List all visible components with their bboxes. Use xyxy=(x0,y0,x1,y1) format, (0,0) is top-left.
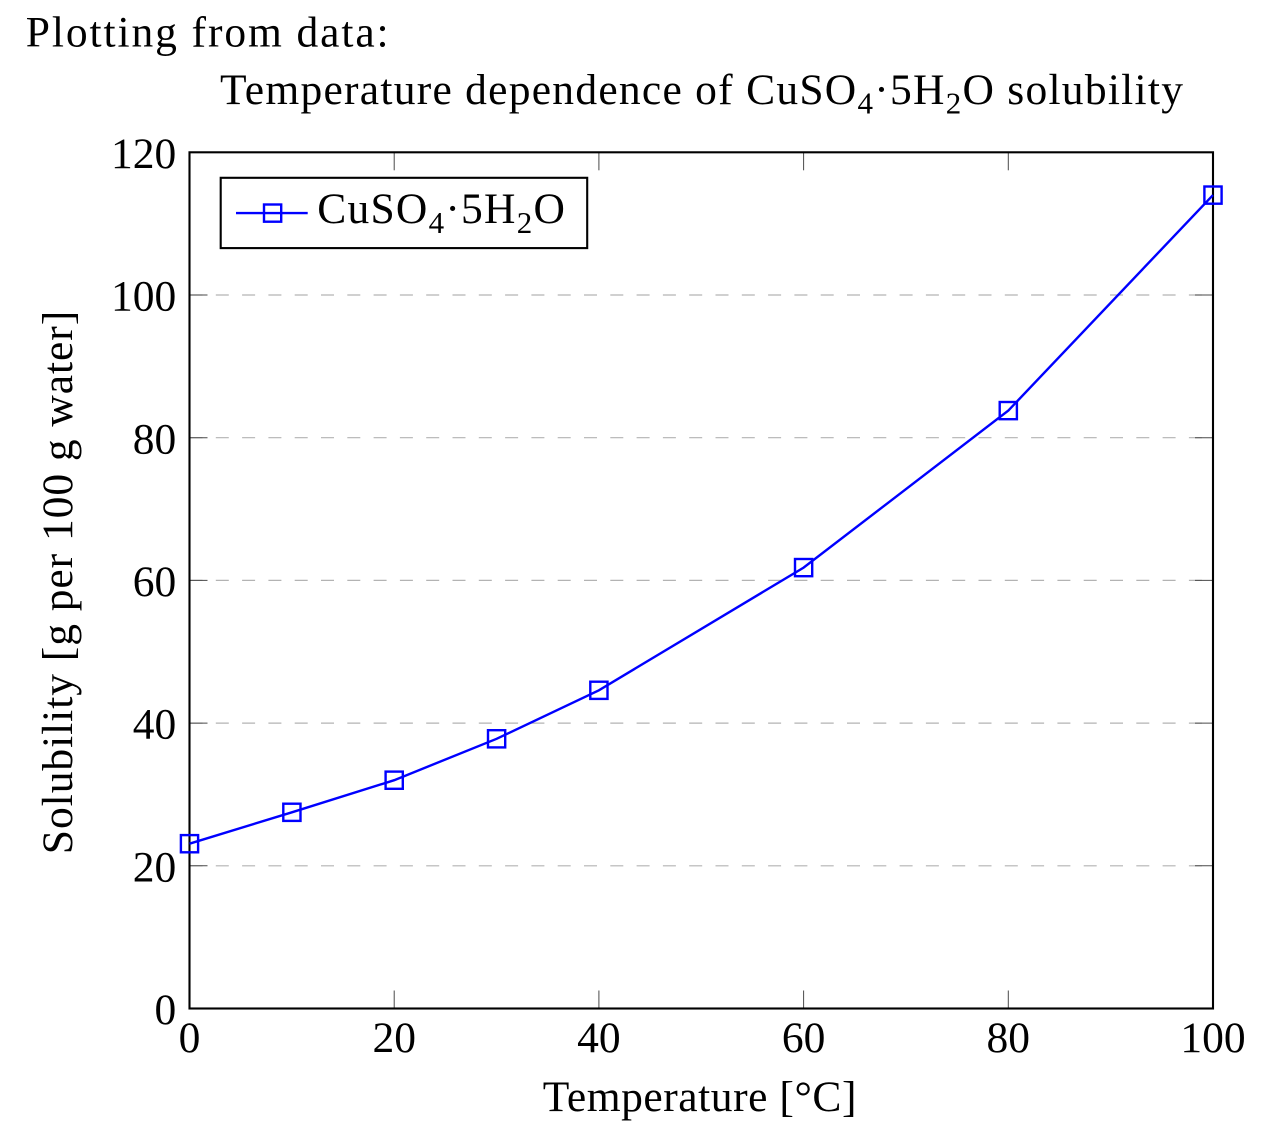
svg-text:100: 100 xyxy=(111,273,176,321)
svg-text:80: 80 xyxy=(987,1014,1031,1062)
svg-text:60: 60 xyxy=(782,1014,826,1062)
svg-text:40: 40 xyxy=(133,701,177,749)
svg-text:0: 0 xyxy=(155,986,177,1034)
svg-text:120: 120 xyxy=(111,130,176,178)
svg-text:20: 20 xyxy=(133,843,177,891)
svg-text:Temperature [°C]: Temperature [°C] xyxy=(543,1073,857,1121)
svg-text:0: 0 xyxy=(179,1014,201,1062)
svg-text:20: 20 xyxy=(372,1014,416,1062)
svg-text:60: 60 xyxy=(133,558,177,606)
svg-text:Temperature dependence of CuSO: Temperature dependence of CuSO4·5H2O sol… xyxy=(220,66,1184,121)
svg-text:40: 40 xyxy=(577,1014,621,1062)
svg-text:Solubility [g per 100 g water]: Solubility [g per 100 g water] xyxy=(34,310,82,854)
svg-text:Plotting from data:: Plotting from data: xyxy=(26,9,391,57)
svg-text:100: 100 xyxy=(1180,1014,1245,1062)
svg-text:80: 80 xyxy=(133,415,177,463)
